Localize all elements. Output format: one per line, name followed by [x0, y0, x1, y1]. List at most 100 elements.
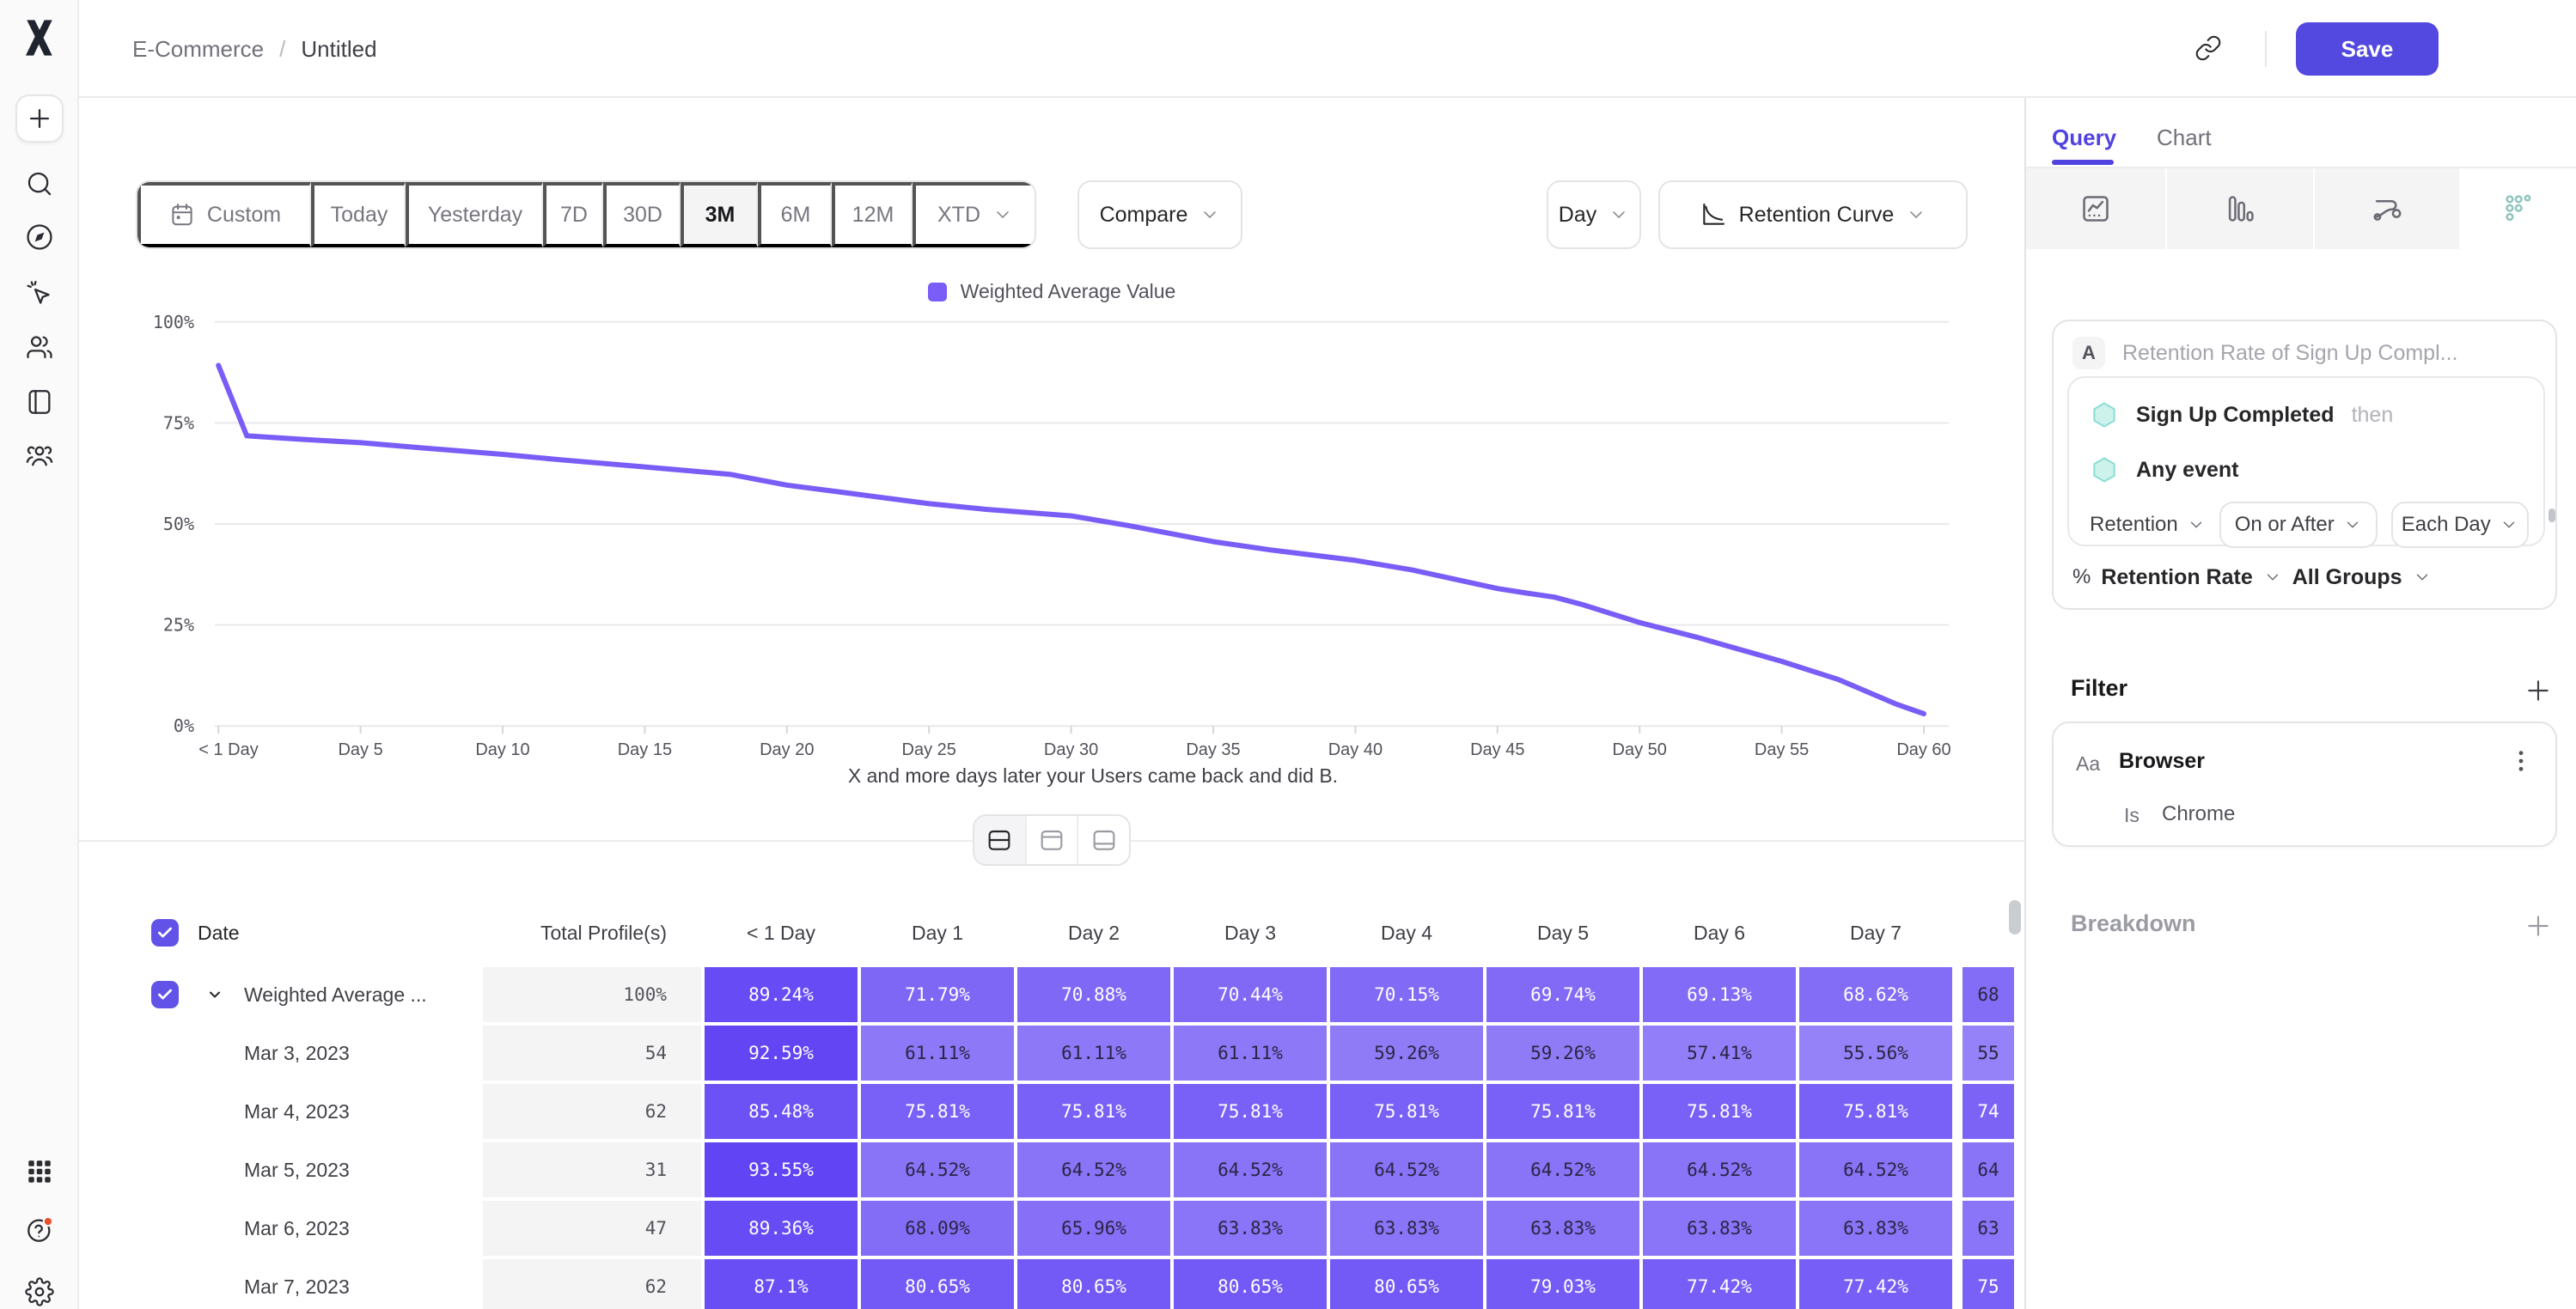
- chart-type-dropdown[interactable]: Retention Curve: [1658, 180, 1968, 249]
- retention-cell[interactable]: 61.11%: [1174, 1026, 1327, 1081]
- row-label[interactable]: Mar 7, 2023: [244, 1275, 350, 1298]
- retention-cell[interactable]: 63.83%: [1174, 1201, 1327, 1256]
- retention-cell[interactable]: 65.96%: [1017, 1201, 1170, 1256]
- chart-type-bar-chart[interactable]: [2167, 168, 2315, 249]
- retention-cell[interactable]: 77.42%: [1799, 1259, 1952, 1309]
- column-header-day[interactable]: Day 6: [1693, 921, 1746, 944]
- tab-query[interactable]: Query: [2052, 124, 2117, 150]
- retention-cell[interactable]: 75.81%: [1330, 1084, 1483, 1139]
- retention-cell[interactable]: 64.52%: [1174, 1142, 1327, 1197]
- sidebar-item-notebook[interactable]: [15, 378, 64, 426]
- retention-cell[interactable]: 71.79%: [861, 967, 1014, 1022]
- retention-cell[interactable]: 89.24%: [705, 967, 858, 1022]
- compare-button[interactable]: Compare: [1077, 180, 1242, 249]
- column-header-day[interactable]: Day 2: [1067, 921, 1120, 944]
- retention-cell[interactable]: 85.48%: [705, 1084, 858, 1139]
- retention-cell[interactable]: 63.83%: [1330, 1201, 1483, 1256]
- retention-cell-clipped[interactable]: 75: [1963, 1259, 2014, 1309]
- range-yesterday[interactable]: Yesterday: [406, 182, 543, 247]
- range-30d[interactable]: 30D: [603, 182, 681, 247]
- view-toggle-panel-bottom[interactable]: [1078, 816, 1129, 864]
- row-label[interactable]: Mar 4, 2023: [244, 1099, 350, 1123]
- query-title[interactable]: Retention Rate of Sign Up Compl...: [2122, 340, 2458, 365]
- range-7d[interactable]: 7D: [543, 182, 603, 247]
- retention-cell[interactable]: 70.44%: [1174, 967, 1327, 1022]
- row-label[interactable]: Mar 5, 2023: [244, 1158, 350, 1181]
- sidebar-item-compass[interactable]: [15, 213, 64, 261]
- retention-cell[interactable]: 57.41%: [1643, 1026, 1796, 1081]
- event-b-row[interactable]: Any event: [2090, 455, 2238, 484]
- retention-cell-clipped[interactable]: 63: [1963, 1201, 2014, 1256]
- retention-cell[interactable]: 79.03%: [1486, 1259, 1639, 1309]
- retention-cell-clipped[interactable]: 68: [1963, 967, 2014, 1022]
- retention-cell[interactable]: 69.13%: [1643, 967, 1796, 1022]
- retention-cell[interactable]: 75.81%: [861, 1084, 1014, 1139]
- range-6m[interactable]: 6M: [758, 182, 832, 247]
- row-label[interactable]: Mar 3, 2023: [244, 1041, 350, 1064]
- column-header-day[interactable]: Day 7: [1849, 921, 1902, 944]
- chevron-down-icon[interactable]: [206, 986, 223, 1003]
- sidebar-item-search[interactable]: [15, 160, 64, 208]
- groups-dropdown[interactable]: All Groups: [2292, 564, 2402, 589]
- retention-cell[interactable]: 64.52%: [1799, 1142, 1952, 1197]
- retention-cell[interactable]: 64.52%: [1643, 1142, 1796, 1197]
- save-button[interactable]: Save: [2296, 22, 2439, 76]
- range-3m[interactable]: 3M: [681, 182, 758, 247]
- chart-type-retention-grid[interactable]: [2461, 168, 2576, 249]
- view-toggle-split-horizontal[interactable]: [974, 816, 1027, 864]
- retention-cell-clipped[interactable]: 64: [1963, 1142, 2014, 1197]
- retention-cell[interactable]: 68.62%: [1799, 967, 1952, 1022]
- retention-cell[interactable]: 75.81%: [1486, 1084, 1639, 1139]
- column-header-day[interactable]: Day 1: [911, 921, 964, 944]
- sidebar-item-users[interactable]: [15, 323, 64, 371]
- column-header-day[interactable]: < 1 Day: [747, 921, 815, 944]
- retention-cell[interactable]: 64.52%: [1330, 1142, 1483, 1197]
- retention-cell[interactable]: 64.52%: [1486, 1142, 1639, 1197]
- filter-operator[interactable]: Is: [2124, 804, 2140, 826]
- row-label[interactable]: Weighted Average ...: [244, 983, 427, 1006]
- row-label[interactable]: Mar 6, 2023: [244, 1216, 350, 1239]
- retention-cell[interactable]: 59.26%: [1486, 1026, 1639, 1081]
- sidebar-item-apps-grid[interactable]: [15, 1148, 64, 1196]
- sidebar-item-help[interactable]: [15, 1206, 64, 1254]
- retention-cell[interactable]: 69.74%: [1486, 967, 1639, 1022]
- retention-cell[interactable]: 80.65%: [861, 1259, 1014, 1309]
- event-a-row[interactable]: Sign Up Completed then: [2090, 400, 2393, 429]
- retention-cell[interactable]: 63.83%: [1486, 1201, 1639, 1256]
- retention-cell[interactable]: 61.11%: [861, 1026, 1014, 1081]
- tab-chart[interactable]: Chart: [2157, 124, 2212, 150]
- sidebar-item-click-spark[interactable]: [15, 270, 64, 318]
- view-toggle-panel-top[interactable]: [1027, 816, 1079, 864]
- window-dropdown[interactable]: On or After: [2219, 502, 2378, 548]
- retention-cell[interactable]: 75.81%: [1799, 1084, 1952, 1139]
- retention-cell[interactable]: 93.55%: [705, 1142, 858, 1197]
- column-header-day[interactable]: Day 3: [1224, 921, 1277, 944]
- retention-cell[interactable]: 80.65%: [1330, 1259, 1483, 1309]
- retention-cell[interactable]: 75.81%: [1174, 1084, 1327, 1139]
- retention-cell[interactable]: 63.83%: [1643, 1201, 1796, 1256]
- range-xtd[interactable]: XTD: [913, 182, 1035, 247]
- retention-cell[interactable]: 87.1%: [705, 1259, 858, 1309]
- retention-cell[interactable]: 75.81%: [1643, 1084, 1796, 1139]
- retention-cell[interactable]: 55.56%: [1799, 1026, 1952, 1081]
- retention-cell[interactable]: 61.11%: [1017, 1026, 1170, 1081]
- retention-cell[interactable]: 80.65%: [1174, 1259, 1327, 1309]
- filter-value[interactable]: Chrome: [2162, 802, 2236, 825]
- retention-cell[interactable]: 68.09%: [861, 1201, 1014, 1256]
- retention-cell[interactable]: 75.81%: [1017, 1084, 1170, 1139]
- share-link-button[interactable]: [2184, 24, 2232, 72]
- retention-cell[interactable]: 59.26%: [1330, 1026, 1483, 1081]
- chart-type-flow-chart[interactable]: [2315, 168, 2461, 249]
- sidebar-item-new[interactable]: [15, 94, 64, 143]
- retention-cell[interactable]: 70.15%: [1330, 967, 1483, 1022]
- retention-cell[interactable]: 70.88%: [1017, 967, 1170, 1022]
- column-header-total[interactable]: Total Profile(s): [540, 921, 667, 944]
- retention-cell-clipped[interactable]: 74: [1963, 1084, 2014, 1139]
- column-header-day[interactable]: Day 4: [1380, 921, 1433, 944]
- add-filter-button[interactable]: [2524, 677, 2552, 704]
- range-custom[interactable]: Custom: [137, 182, 311, 247]
- sidebar-item-settings[interactable]: [15, 1268, 64, 1309]
- retention-mode-dropdown[interactable]: Retention: [2090, 513, 2206, 537]
- interval-dropdown[interactable]: Each Day: [2390, 502, 2529, 548]
- column-header-date[interactable]: Date: [198, 921, 240, 944]
